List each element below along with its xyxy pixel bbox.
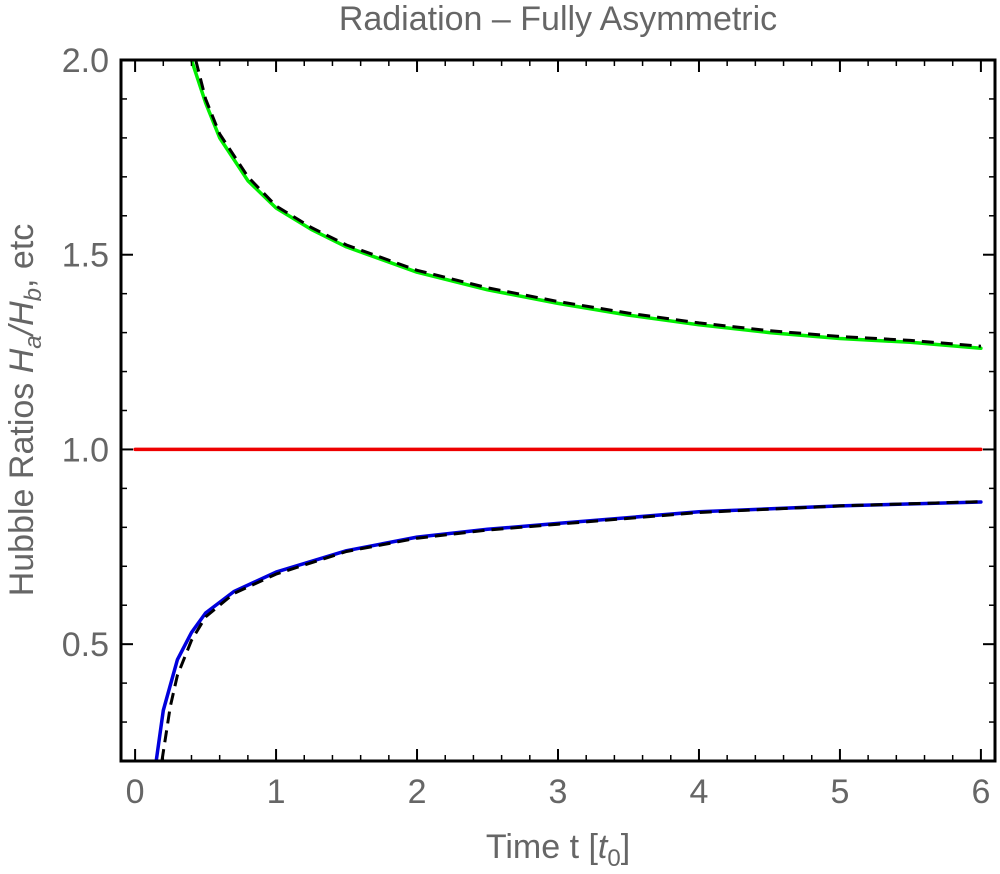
x-axis-label-sub: 0 [607,845,620,872]
x-tick-label: 3 [549,773,568,811]
y-tick-label: 2.0 [62,42,109,80]
x-axis-label: Time t [t0] [486,828,630,872]
y-tick-label: 1.0 [62,431,109,469]
y-axis-label-var2: H [3,301,41,326]
series-line-4 [154,500,983,761]
y-tick-label: 1.5 [62,237,109,275]
x-tick-label: 4 [690,773,709,811]
y-axis-label-slash: / [3,322,41,337]
y-axis-label: Hubble Ratios Ha/Hb, etc [3,224,47,597]
x-tick-label: 1 [267,773,286,811]
y-axis-label-prefix: Hubble Ratios [3,373,41,596]
x-axis-label-prefix: Time t [ [486,828,599,866]
tick-layer: 0 1 2 3 4 5 6 0.5 1.0 1.5 2.0 [62,42,995,811]
x-axis-label-suffix: ] [621,828,630,866]
series-layer [133,60,983,761]
plot-frame [119,58,997,763]
x-tick-label: 0 [126,773,145,811]
series-line-2 [194,60,982,348]
y-axis-label-var1: H [3,348,41,373]
x-tick-label: 6 [971,773,990,811]
x-axis-label-var: t [598,828,609,866]
y-tick-label: 0.5 [62,626,109,664]
chart-title: Radiation – Fully Asymmetric [339,0,777,38]
y-axis-label-sub2: b [20,288,47,301]
series-line-1 [189,60,983,350]
plot-area: 0 1 2 3 4 5 6 0.5 1.0 1.5 2.0 [62,42,997,811]
x-tick-label: 2 [408,773,427,811]
series-line-5 [160,500,981,761]
x-tick-label: 5 [830,773,849,811]
y-axis-label-suffix: , etc [3,224,41,288]
y-axis-label-sub1: a [20,335,47,348]
